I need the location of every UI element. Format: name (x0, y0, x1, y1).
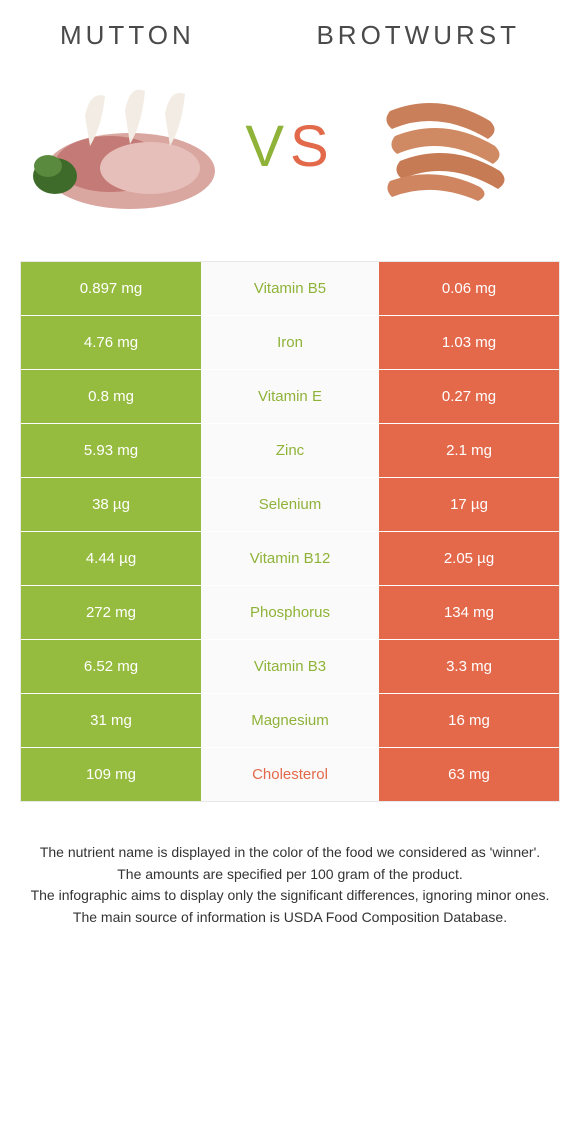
nutrient-name: Vitamin E (201, 370, 379, 423)
brotwurst-image (350, 71, 550, 221)
right-value: 134 mg (379, 586, 559, 639)
left-value: 109 mg (21, 748, 201, 801)
sausage-icon (370, 81, 530, 211)
mutton-image (30, 71, 230, 221)
footnote-line: The main source of information is USDA F… (30, 907, 550, 929)
header: MUTTON BROTWURST (0, 0, 580, 61)
right-value: 0.27 mg (379, 370, 559, 423)
table-row: 6.52 mgVitamin B33.3 mg (21, 640, 559, 694)
footnote-line: The nutrient name is displayed in the co… (30, 842, 550, 864)
left-value: 4.76 mg (21, 316, 201, 369)
right-value: 2.05 µg (379, 532, 559, 585)
right-value: 63 mg (379, 748, 559, 801)
left-food-title: MUTTON (60, 20, 195, 51)
nutrient-name: Cholesterol (201, 748, 379, 801)
right-value: 0.06 mg (379, 262, 559, 315)
footnote-line: The amounts are specified per 100 gram o… (30, 864, 550, 886)
left-value: 0.8 mg (21, 370, 201, 423)
table-row: 4.44 µgVitamin B122.05 µg (21, 532, 559, 586)
left-value: 272 mg (21, 586, 201, 639)
left-value: 6.52 mg (21, 640, 201, 693)
table-row: 38 µgSelenium17 µg (21, 478, 559, 532)
nutrient-name: Selenium (201, 478, 379, 531)
right-value: 2.1 mg (379, 424, 559, 477)
right-value: 16 mg (379, 694, 559, 747)
right-value: 17 µg (379, 478, 559, 531)
nutrient-name: Iron (201, 316, 379, 369)
vs-s: S (290, 114, 335, 179)
nutrient-name: Vitamin B5 (201, 262, 379, 315)
nutrient-table: 0.897 mgVitamin B50.06 mg4.76 mgIron1.03… (20, 261, 560, 802)
footnote-line: The infographic aims to display only the… (30, 885, 550, 907)
footnote: The nutrient name is displayed in the co… (30, 842, 550, 929)
left-value: 4.44 µg (21, 532, 201, 585)
table-row: 0.897 mgVitamin B50.06 mg (21, 262, 559, 316)
left-value: 38 µg (21, 478, 201, 531)
left-value: 5.93 mg (21, 424, 201, 477)
vs-v: V (245, 114, 290, 179)
right-food-title: BROTWURST (316, 20, 520, 51)
vs-label: VS (245, 113, 334, 180)
table-row: 109 mgCholesterol63 mg (21, 748, 559, 801)
left-value: 31 mg (21, 694, 201, 747)
table-row: 31 mgMagnesium16 mg (21, 694, 559, 748)
left-value: 0.897 mg (21, 262, 201, 315)
table-row: 272 mgPhosphorus134 mg (21, 586, 559, 640)
right-value: 3.3 mg (379, 640, 559, 693)
right-value: 1.03 mg (379, 316, 559, 369)
nutrient-name: Phosphorus (201, 586, 379, 639)
images-row: VS (0, 61, 580, 251)
nutrient-name: Magnesium (201, 694, 379, 747)
nutrient-name: Vitamin B12 (201, 532, 379, 585)
nutrient-name: Zinc (201, 424, 379, 477)
table-row: 0.8 mgVitamin E0.27 mg (21, 370, 559, 424)
table-row: 5.93 mgZinc2.1 mg (21, 424, 559, 478)
mutton-icon (30, 76, 230, 216)
nutrient-name: Vitamin B3 (201, 640, 379, 693)
table-row: 4.76 mgIron1.03 mg (21, 316, 559, 370)
